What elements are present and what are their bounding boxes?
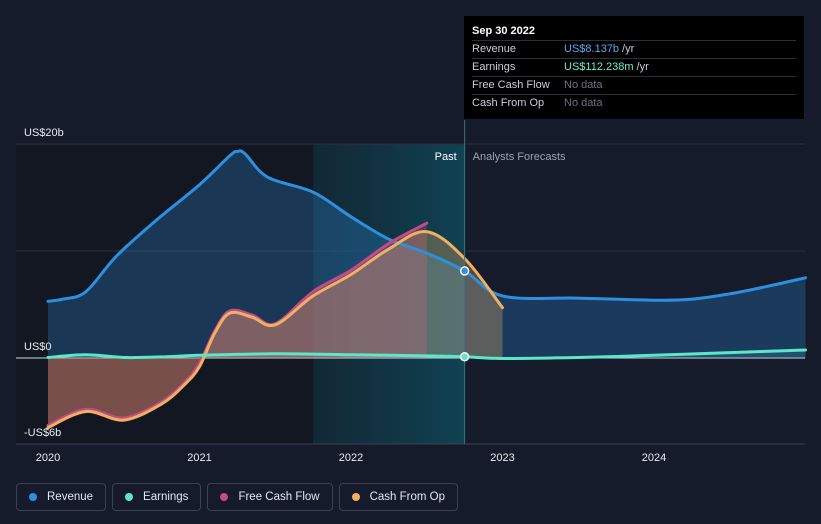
legend-item-revenue[interactable]: Revenue — [16, 483, 107, 511]
free-cash-flow-area — [48, 223, 427, 426]
tooltip-value: US$8.137b — [564, 43, 620, 55]
y-tick-label: -US$6b — [24, 427, 61, 439]
tooltip-row-cfo: Cash From Op No data — [472, 94, 796, 111]
cash-from-op-dot-icon — [351, 493, 360, 501]
earnings-line — [46, 348, 807, 361]
legend-label: Earnings — [143, 491, 189, 503]
legend-label: Free Cash Flow — [238, 491, 320, 503]
revenue-marker — [459, 266, 470, 276]
earnings-dot-icon — [125, 493, 134, 501]
x-tick-label: 2024 — [642, 452, 666, 464]
past-label: Past — [435, 151, 457, 163]
tooltip: Sep 30 2022 Revenue US$8.137b /yr Earnin… — [464, 16, 804, 119]
y-tick-label: US$20b — [24, 127, 64, 139]
tooltip-label: Cash From Op — [472, 97, 545, 109]
y-tick-label: US$0 — [24, 341, 52, 353]
legend: Revenue Earnings Free Cash Flow Cash Fro… — [16, 483, 459, 511]
earnings-area — [48, 350, 806, 359]
tooltip-label: Revenue — [472, 43, 517, 55]
tooltip-date: Sep 30 2022 — [472, 25, 535, 37]
tooltip-row-fcf: Free Cash Flow No data — [472, 76, 796, 93]
legend-label: Cash From Op — [369, 491, 446, 503]
revenue-dot-icon — [29, 493, 37, 501]
tooltip-value: US$112.238m — [564, 61, 634, 73]
legend-item-cash-from-op[interactable]: Cash From Op — [338, 483, 459, 511]
tooltip-row-revenue: Revenue US$8.137b /yr — [472, 40, 796, 57]
tooltip-value: No data — [564, 97, 603, 109]
free-cash-flow-dot-icon — [220, 493, 229, 501]
chart: US$20b US$0 -US$6b 2020 2021 2022 2023 2024 Pa… — [16, 120, 807, 464]
tooltip-unit: /yr — [636, 61, 649, 73]
legend-label: Revenue — [47, 491, 94, 503]
tooltip-unit: /yr — [622, 43, 635, 55]
legend-item-earnings[interactable]: Earnings — [112, 483, 202, 511]
x-tick-label: 2021 — [187, 452, 211, 464]
tooltip-label: Earnings — [472, 61, 516, 73]
highlight-band — [313, 144, 465, 444]
revenue-line — [46, 149, 807, 303]
forecast-label: Analysts Forecasts — [473, 151, 566, 163]
tooltip-row-earnings: Earnings US$112.238m /yr — [472, 58, 796, 75]
x-tick-label: 2022 — [339, 452, 363, 464]
cash-from-op-area — [48, 231, 503, 428]
x-tick-label: 2020 — [36, 452, 60, 464]
x-tick-label: 2023 — [490, 452, 514, 464]
tooltip-value: No data — [564, 79, 603, 91]
legend-item-free-cash-flow[interactable]: Free Cash Flow — [207, 483, 333, 511]
cash-from-op-line — [46, 230, 504, 430]
tooltip-label: Free Cash Flow — [472, 79, 550, 91]
earnings-marker — [459, 352, 470, 362]
